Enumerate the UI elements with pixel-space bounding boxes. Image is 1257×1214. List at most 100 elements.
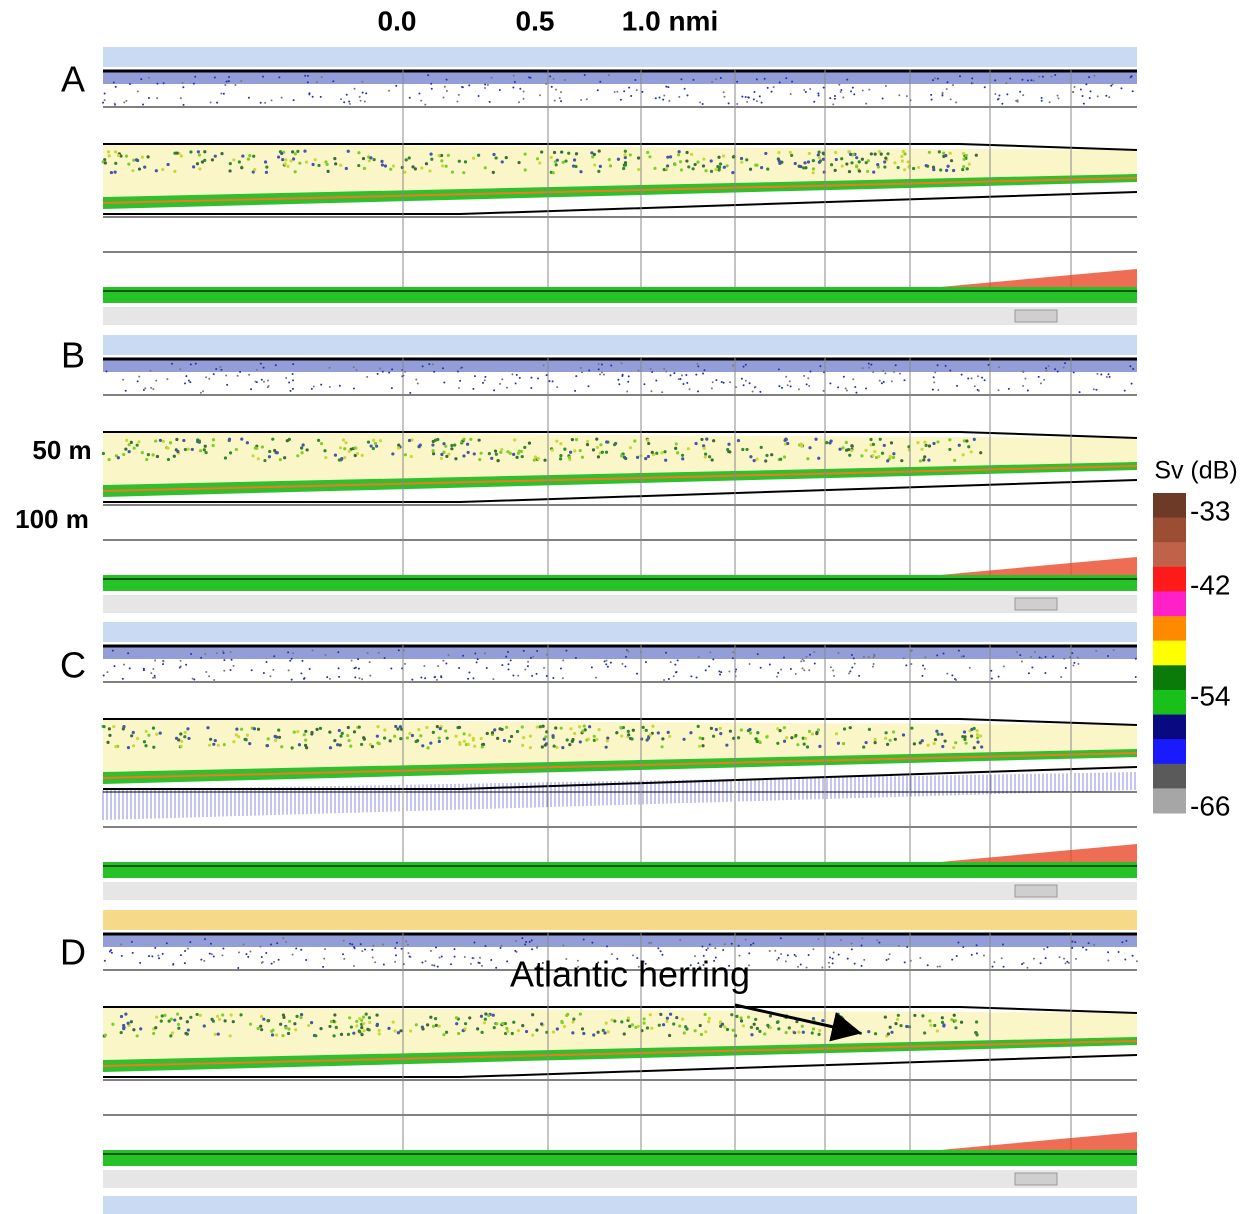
speckle [1060, 676, 1063, 679]
speckle [634, 1025, 638, 1029]
speckle [582, 1031, 586, 1036]
speckle [867, 656, 870, 659]
speckle [848, 672, 851, 675]
speckle [383, 656, 386, 659]
speckle [809, 88, 812, 91]
speckle [956, 384, 959, 387]
speckle [886, 152, 890, 156]
speckle [444, 729, 448, 733]
speckle [501, 378, 504, 381]
speckle [180, 739, 184, 743]
speckle [852, 657, 855, 660]
speckle [147, 733, 151, 737]
speckle [975, 729, 979, 733]
speckle [129, 440, 133, 444]
speckle [832, 103, 835, 106]
speckle [927, 458, 931, 462]
speckle [591, 448, 596, 452]
speckle [528, 746, 532, 750]
speckle [189, 1015, 193, 1019]
speckle [436, 965, 439, 968]
speckle [418, 92, 421, 95]
speckle [209, 737, 213, 741]
speckle [114, 85, 117, 88]
speckle [493, 389, 496, 392]
speckle [825, 441, 829, 445]
speckle [189, 363, 192, 366]
speckle [894, 1022, 898, 1026]
speckle [525, 941, 528, 944]
speckle [430, 87, 433, 90]
speckle [628, 446, 633, 450]
speckle [1043, 948, 1046, 951]
speckle [886, 742, 890, 746]
speckle [606, 665, 609, 668]
speckle [701, 945, 704, 948]
speckle [375, 734, 379, 738]
speckle [221, 1013, 225, 1017]
speckle [274, 364, 277, 367]
speckle [228, 169, 232, 173]
speckle [256, 457, 260, 461]
speckle [568, 742, 572, 747]
speckle [151, 726, 156, 730]
speckle [442, 442, 446, 446]
speckle [1074, 941, 1077, 944]
colorbar-swatch [1153, 739, 1186, 765]
speckle [890, 380, 893, 383]
speckle [306, 81, 309, 84]
speckle [921, 1014, 925, 1018]
speckle [555, 158, 559, 162]
speckle [287, 1027, 291, 1031]
speckle [320, 76, 323, 79]
speckle [514, 382, 517, 385]
speckle [556, 386, 559, 389]
speckle [790, 736, 794, 740]
speckle [643, 383, 646, 386]
speckle [357, 151, 361, 155]
speckle [296, 149, 300, 153]
speckle [672, 1022, 676, 1026]
speckle [248, 154, 252, 158]
bottom-bar [103, 862, 1137, 878]
speckle [187, 379, 190, 382]
speckle [424, 677, 427, 680]
depth-label: 50 m [32, 435, 91, 465]
speckle [220, 368, 223, 371]
speckle [597, 169, 601, 173]
speckle [121, 727, 125, 731]
speckle [368, 742, 373, 747]
speckle [1047, 364, 1050, 367]
speckle [265, 952, 268, 955]
speckle [616, 157, 621, 161]
speckle [893, 370, 896, 373]
speckle [162, 663, 165, 666]
speckle [361, 678, 364, 681]
speckle [665, 1016, 669, 1020]
speckle [235, 727, 239, 731]
speckle [431, 452, 436, 456]
speckle [240, 166, 244, 170]
speckle [704, 669, 707, 672]
speckle [845, 389, 848, 392]
speckle [1006, 93, 1009, 96]
speckle [936, 965, 939, 968]
speckle [674, 663, 677, 666]
speckle [457, 159, 461, 163]
speckle [458, 387, 461, 390]
speckle [267, 455, 272, 459]
speckle [582, 724, 586, 728]
speckle [393, 1029, 397, 1033]
speckle [800, 444, 804, 448]
speckle [555, 745, 559, 750]
speckle [501, 664, 504, 667]
speckle [623, 149, 627, 153]
speckle [595, 445, 600, 450]
speckle [317, 163, 321, 168]
speckle [456, 100, 459, 103]
speckle [173, 1018, 177, 1022]
speckle [282, 937, 285, 940]
speckle [702, 446, 706, 450]
speckle [691, 167, 695, 171]
speckle [650, 390, 653, 393]
